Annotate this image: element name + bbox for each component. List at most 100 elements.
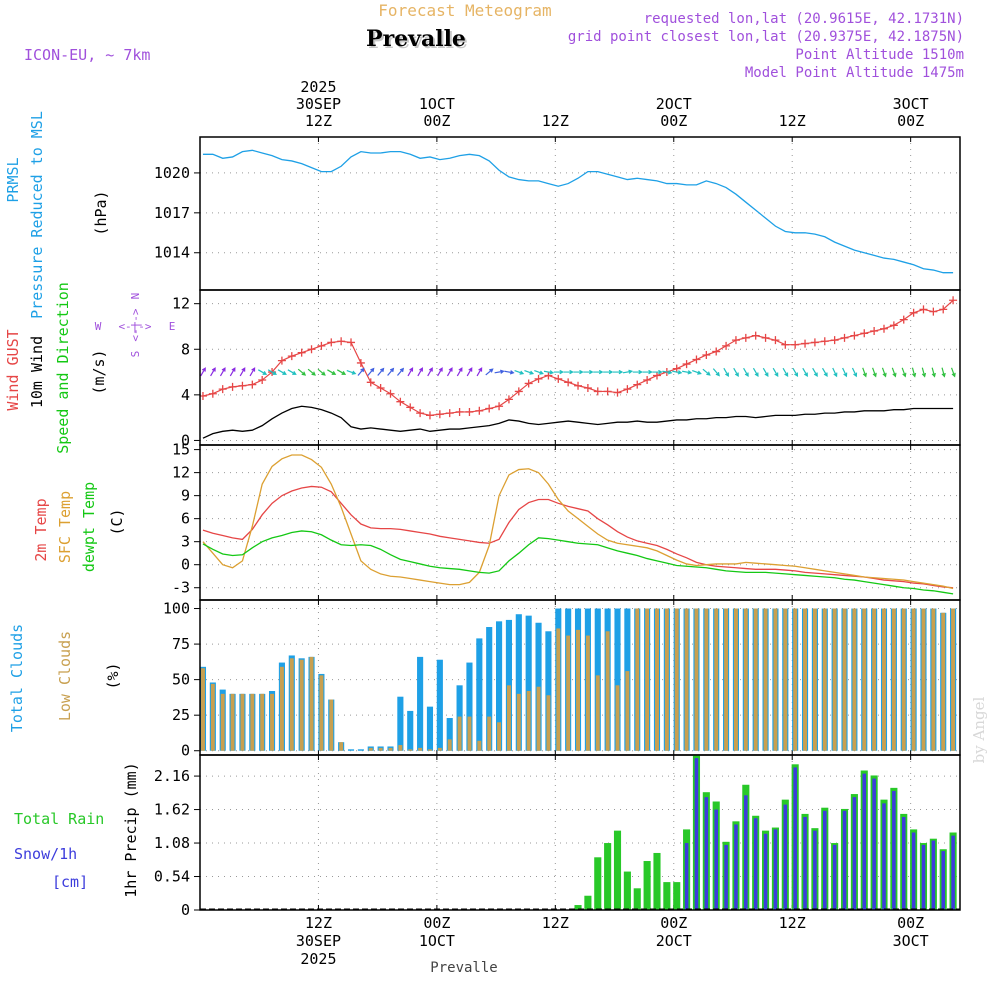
rain-bar (633, 888, 641, 910)
total-clouds-bar (515, 614, 522, 751)
temp-line-0 (202, 485, 954, 589)
wind-direction-arrow (287, 369, 297, 375)
wind-direction-arrow (593, 369, 604, 375)
gust-point (929, 307, 938, 316)
gust-point (208, 389, 217, 398)
low-clouds-bar (566, 635, 571, 751)
gust-point (504, 395, 513, 404)
low-clouds-bar (901, 608, 906, 751)
y-tick-label: 1017 (154, 204, 190, 222)
low-clouds-bar (428, 749, 432, 751)
panel-frame (199, 136, 961, 291)
gust-point (258, 376, 267, 385)
low-clouds-bar (773, 608, 778, 751)
y-tick-label: 50 (172, 671, 190, 689)
bottom-hour-label: 00Z (660, 914, 687, 932)
gust-point (889, 321, 898, 330)
panel-1: 0 4 8 12 (172, 289, 961, 449)
gust-point (593, 387, 602, 396)
snow-bar (892, 790, 896, 910)
wind-direction-arrow (642, 369, 653, 375)
low-clouds-bar (832, 608, 837, 751)
low-clouds-bar (526, 691, 531, 751)
gust-point (791, 340, 800, 349)
total-clouds-bar (525, 615, 532, 751)
y-tick-label: 1.08 (154, 834, 190, 852)
y-tick-label: 6 (181, 510, 190, 528)
pressure-axis-label: Pressure Reduced to MSL (28, 111, 46, 319)
wind-direction-arrow (437, 367, 443, 377)
low-clouds-bar (674, 608, 679, 751)
compass-north: N (129, 293, 142, 300)
wind-direction-arrow (297, 368, 307, 376)
low-clouds-bar (615, 685, 620, 751)
location-title-shadow: Prevalle (368, 28, 468, 54)
meteogram-title: Forecast Meteogram (378, 1, 551, 20)
gust-point (919, 305, 928, 314)
low-clouds-bar (605, 631, 610, 751)
wind-direction-arrow (603, 369, 614, 375)
low-clouds-bar (201, 668, 205, 751)
rain-bar (663, 882, 671, 910)
gust-point (396, 397, 405, 406)
bottom-hour-label: 12Z (542, 914, 569, 932)
low-clouds-bar (477, 740, 482, 751)
low-clouds-axis-label: Low Clouds (56, 631, 74, 721)
snow-unit-label: [cm] (52, 873, 88, 891)
low-clouds-bar (299, 659, 304, 751)
low-clouds-bar (753, 608, 758, 751)
gust-point (613, 388, 622, 397)
compass-east: E (169, 320, 176, 333)
gust-point (475, 406, 484, 415)
gust-point (820, 337, 829, 346)
wind-direction-arrow (743, 367, 749, 378)
model-point-altitude: Model Point Altitude 1475m (745, 65, 964, 81)
low-clouds-bar (319, 675, 324, 751)
low-clouds-bar (506, 685, 511, 751)
gust-point (830, 336, 839, 345)
gust-point (603, 387, 612, 396)
wind-direction-arrow (277, 369, 287, 375)
top-hour-label: 12Z (779, 112, 806, 130)
panels: 1014 1017 1020 PRMSL Pressure Reduced to MSL… (4, 111, 961, 919)
low-clouds-bar (487, 716, 492, 751)
wind-direction-arrow (941, 367, 946, 378)
rain-bar (604, 843, 612, 910)
gust-point (416, 409, 425, 418)
panel-frame (199, 444, 961, 601)
total-clouds-bar (446, 718, 453, 751)
snow-bar (803, 817, 807, 910)
top-day-label: 1OCT (419, 95, 455, 113)
total-clouds-bar (407, 710, 414, 751)
snow-bar (793, 767, 797, 910)
clouds-unit-label: (%) (104, 662, 122, 689)
wind-direction-arrow (357, 367, 365, 376)
y-tick-label: 3 (181, 533, 190, 551)
top-hour-label: 00Z (660, 112, 687, 130)
top-hour-label: 00Z (423, 112, 450, 130)
low-clouds-bar (230, 693, 235, 751)
low-clouds-bar (289, 658, 294, 751)
bottom-hour-label: 12Z (779, 914, 806, 932)
sfc-axis-label: SFC Temp (56, 491, 74, 563)
low-clouds-bar (891, 608, 896, 751)
gust-point (870, 327, 879, 336)
wind-direction-arrow (239, 367, 246, 377)
wind-direction-arrow (652, 369, 663, 375)
wind-direction-arrow (782, 367, 789, 378)
top-hour-label: 00Z (897, 112, 924, 130)
wind-axis-label: 10m Wind (28, 336, 46, 408)
low-clouds-bar (457, 716, 462, 751)
gust-point (455, 407, 464, 416)
low-clouds-bar (536, 686, 541, 751)
bottom-day-label: 3OCT (893, 932, 929, 950)
low-clouds-bar (260, 693, 265, 751)
temp-unit-label: (C) (108, 508, 126, 535)
wind-direction-arrow (249, 367, 256, 377)
total-clouds-bar (496, 621, 503, 751)
y-tick-label: 0.54 (154, 868, 190, 886)
wind-direction-arrow (901, 367, 907, 378)
low-clouds-bar (408, 749, 413, 751)
gust-point (277, 356, 286, 365)
top-day-label: 30SEP (296, 95, 341, 113)
